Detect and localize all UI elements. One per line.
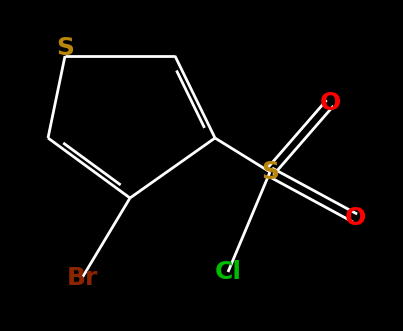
Text: S: S bbox=[261, 160, 279, 184]
Text: S: S bbox=[56, 36, 74, 60]
Text: Cl: Cl bbox=[214, 260, 241, 284]
Text: Br: Br bbox=[66, 266, 98, 290]
Text: O: O bbox=[319, 91, 341, 115]
Text: O: O bbox=[345, 206, 366, 230]
